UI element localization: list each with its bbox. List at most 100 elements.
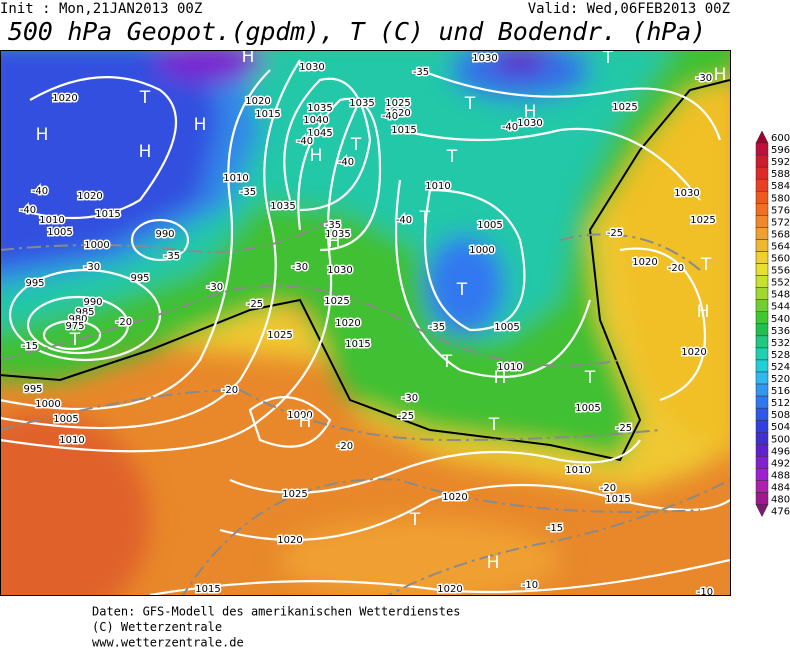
legend-level: 476: [771, 507, 790, 518]
contour-label: -30: [84, 262, 100, 273]
pressure-center: T: [584, 368, 596, 388]
contour-label: 1020: [335, 318, 360, 329]
pressure-center: H: [139, 142, 152, 162]
legend-swatch: [755, 456, 769, 469]
init-time: Init : Mon,21JAN2013 00Z: [0, 1, 202, 17]
legend-level: 484: [771, 482, 790, 493]
contour-label: 1025: [612, 102, 637, 113]
legend-level: 596: [771, 145, 790, 156]
contour-label: 1020: [245, 96, 270, 107]
legend-swatch: [755, 142, 769, 156]
isobars: [1, 59, 730, 595]
pressure-center: H: [487, 553, 500, 573]
contour-label: 1010: [223, 173, 248, 184]
legend-level: 584: [771, 181, 790, 192]
legend-arrow: [755, 130, 769, 144]
legend-level: 524: [771, 362, 790, 373]
legend-swatch: [755, 263, 769, 276]
contour-label: 1020: [52, 93, 77, 104]
pressure-center: T: [409, 510, 421, 530]
contour-label: -20: [600, 483, 616, 494]
legend-level: 556: [771, 266, 790, 277]
legend-level: 508: [771, 410, 790, 421]
contour-label: 1005: [494, 322, 519, 333]
contour-label: -30: [207, 282, 223, 293]
contour-label: 1030: [472, 53, 497, 64]
contour-label: 1025: [267, 330, 292, 341]
contour-label: 1005: [575, 403, 600, 414]
field-colors: [1, 51, 730, 595]
legend-level: 548: [771, 290, 790, 301]
contour-label: -40: [396, 215, 412, 226]
legend-level: 540: [771, 314, 790, 325]
legend-level: 552: [771, 278, 790, 289]
legend-swatch: [755, 251, 769, 264]
contour-label: 1035: [349, 98, 374, 109]
legend-level: 580: [771, 193, 790, 204]
contour-label: 1010: [565, 465, 590, 476]
contour-label: 1025: [385, 98, 410, 109]
contour-label: 1025: [282, 489, 307, 500]
pressure-center: H: [310, 146, 323, 166]
contour-label: -30: [292, 262, 308, 273]
contour-label: -40: [338, 157, 354, 168]
legend-level: 480: [771, 495, 790, 506]
contour-label: 1020: [442, 492, 467, 503]
contour-label: 1015: [605, 494, 630, 505]
legend-level: 528: [771, 350, 790, 361]
legend-swatch: [755, 359, 769, 373]
contour-label: -35: [325, 220, 341, 231]
pressure-center: H: [299, 412, 312, 432]
legend-level: 572: [771, 217, 790, 228]
contour-label: 1010: [497, 362, 522, 373]
legend-level: 512: [771, 398, 790, 409]
contour-label: -40: [502, 122, 518, 133]
contour-label: 1015: [391, 125, 416, 136]
contour-label: 1020: [437, 584, 462, 595]
pressure-center: T: [446, 147, 458, 167]
legend-swatch: [755, 275, 769, 288]
legend-swatch: [755, 335, 769, 349]
pressure-center: H: [494, 368, 507, 388]
contour-label: -40: [297, 136, 313, 147]
contour-label: 995: [25, 278, 44, 289]
contour-label: -35: [429, 322, 445, 333]
pressure-center: T: [602, 48, 614, 68]
legend-swatch: [755, 299, 769, 313]
pressure-center: H: [194, 115, 207, 135]
legend-level: 600: [771, 133, 790, 144]
contour-label: -30: [402, 393, 418, 404]
color-legend: 6005965925885845805765725685645605565525…: [755, 130, 790, 518]
legend-level: 488: [771, 470, 790, 481]
legend-level: 576: [771, 205, 790, 216]
contour-label: 1005: [477, 220, 502, 231]
contour-label: 1020: [385, 108, 410, 119]
contour-label: 1015: [95, 209, 120, 220]
contour-label: 1000: [287, 410, 312, 421]
legend-level: 516: [771, 386, 790, 397]
pressure-center: H: [242, 47, 255, 67]
contour-label: 1030: [517, 118, 542, 129]
legend-swatch: [755, 166, 769, 180]
legend-level: 568: [771, 229, 790, 240]
contour-label: -25: [247, 299, 263, 310]
contour-label: 1025: [690, 215, 715, 226]
footer-line: Daten: GFS-Modell des amerikanischen Wet…: [92, 605, 460, 619]
legend-swatch: [755, 468, 769, 481]
contour-label: 1025: [324, 296, 349, 307]
contour-label: 1005: [47, 227, 72, 238]
contour-label: -35: [240, 187, 256, 198]
pressure-center: T: [488, 415, 500, 435]
pressure-center: T: [700, 255, 712, 275]
contour-label: 1020: [681, 347, 706, 358]
legend-swatch: [755, 227, 769, 240]
contour-label: -15: [547, 523, 563, 534]
pressure-center: H: [714, 65, 727, 85]
legend-level: 504: [771, 422, 790, 433]
legend-swatch: [755, 371, 769, 385]
contour-label: -10: [522, 580, 538, 591]
contour-label: -30: [696, 73, 712, 84]
footer-line: www.wetterzentrale.de: [92, 636, 244, 648]
